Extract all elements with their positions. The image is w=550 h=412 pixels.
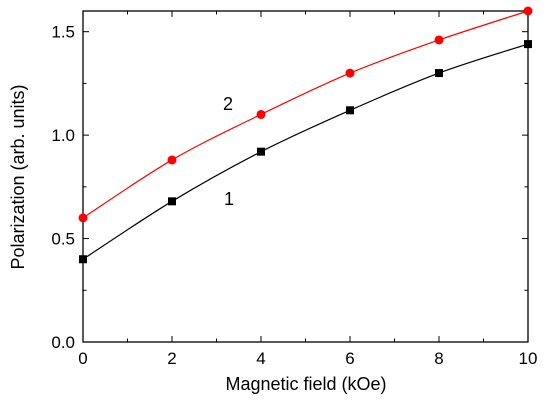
series-2-point xyxy=(167,155,177,165)
x-tick-label: 8 xyxy=(434,349,443,368)
y-tick-label: 1.5 xyxy=(51,23,75,42)
series-2-point xyxy=(523,6,533,16)
series-1-point xyxy=(435,69,443,78)
x-tick-label: 0 xyxy=(78,349,87,368)
series-2-point xyxy=(256,109,266,119)
series-1-point xyxy=(257,147,265,156)
series-1-point xyxy=(79,255,87,264)
series-1-line xyxy=(82,43,529,260)
series-2-point xyxy=(78,213,88,223)
series-2-point xyxy=(434,35,444,45)
y-tick-label: 1.0 xyxy=(51,126,75,145)
y-axis-title: Polarization (arb. units) xyxy=(8,84,28,269)
y-tick-label: 0.5 xyxy=(51,230,75,249)
plot-frame xyxy=(82,10,529,343)
series-1-point xyxy=(346,106,354,115)
x-tick-label: 2 xyxy=(167,349,176,368)
x-tick-label: 4 xyxy=(256,349,265,368)
x-axis-title: Magnetic field (kOe) xyxy=(225,374,386,394)
series-2-point xyxy=(345,68,355,78)
x-tick-label: 10 xyxy=(519,349,538,368)
series-1-point xyxy=(524,40,532,49)
series-label-1: 1 xyxy=(224,189,234,209)
series-1-point xyxy=(168,197,176,206)
series-label-2: 2 xyxy=(223,94,233,114)
x-tick-label: 6 xyxy=(345,349,354,368)
y-tick-label: 0.0 xyxy=(51,333,75,352)
series-2-line xyxy=(82,10,529,219)
